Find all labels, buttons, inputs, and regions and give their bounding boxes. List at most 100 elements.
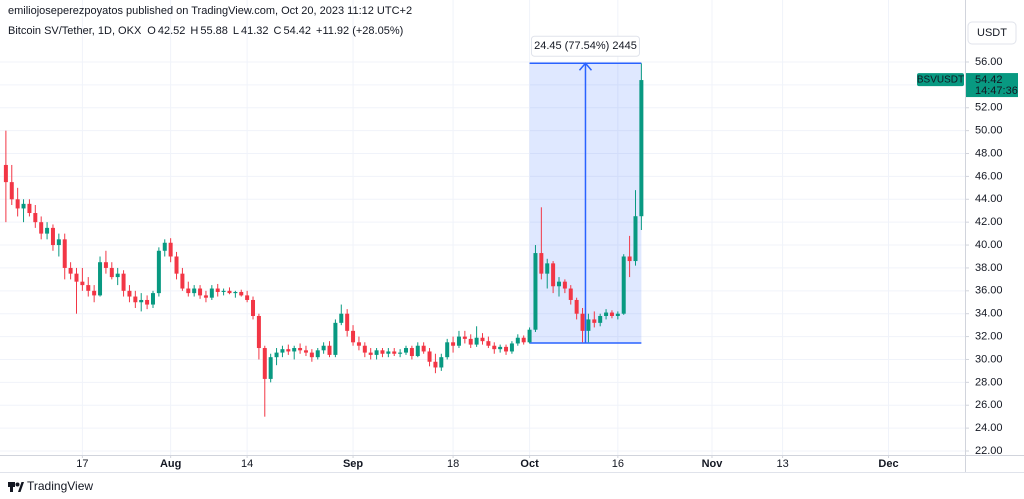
currency-box[interactable] xyxy=(967,21,1017,45)
candle-body xyxy=(168,242,173,257)
candle-body xyxy=(598,315,603,323)
publisher-line: emiliojoseperezpoyatos published on Trad… xyxy=(8,5,412,17)
candle xyxy=(462,330,467,344)
candle xyxy=(298,343,303,354)
candle xyxy=(227,287,232,295)
y-tick-label: 36.00 xyxy=(975,285,1003,297)
y-tick-label: 32.00 xyxy=(975,330,1003,342)
candle xyxy=(515,334,520,346)
x-tick-label: 16 xyxy=(612,458,624,470)
candle-body xyxy=(186,288,191,294)
candle-body xyxy=(480,337,485,342)
candle xyxy=(150,290,155,308)
candle-body xyxy=(27,203,32,214)
candle-body xyxy=(562,281,567,289)
candle xyxy=(504,344,509,355)
candle-body xyxy=(621,256,626,314)
candle-body xyxy=(374,350,379,355)
candle-body xyxy=(556,281,561,287)
candle-body xyxy=(456,336,461,346)
currency[interactable]: USDT xyxy=(977,27,1007,39)
legend-item: 54.42 xyxy=(283,25,311,37)
x-tick-label: Nov xyxy=(702,458,724,470)
candle xyxy=(539,207,544,280)
candle-body xyxy=(327,345,332,355)
candle-body xyxy=(356,342,361,346)
candle-body xyxy=(574,299,579,314)
candle-body xyxy=(521,337,526,343)
candle xyxy=(215,283,220,297)
candle xyxy=(251,296,256,320)
candle xyxy=(15,187,20,217)
x-tick-label: Sep xyxy=(343,458,363,470)
candle xyxy=(551,261,556,294)
candle-body xyxy=(509,343,514,352)
legend-item: +11.92 (+28.05%) xyxy=(316,25,403,37)
candle-body xyxy=(221,290,226,292)
candle xyxy=(50,224,55,251)
candle-body xyxy=(239,291,244,296)
candle-body xyxy=(245,295,250,300)
candle xyxy=(533,245,538,333)
candle-body xyxy=(80,281,85,286)
candle xyxy=(74,267,79,314)
candle-body xyxy=(351,330,356,343)
candle-body xyxy=(504,346,509,352)
candle xyxy=(474,326,479,347)
candle-body xyxy=(439,357,444,368)
candle xyxy=(521,335,526,345)
candle xyxy=(627,235,632,278)
candle xyxy=(68,262,73,280)
candle-body xyxy=(333,322,338,355)
candle-body xyxy=(139,299,144,303)
logo-part xyxy=(10,482,13,492)
candle xyxy=(480,333,485,345)
candle xyxy=(192,285,197,297)
candle xyxy=(139,293,144,312)
candle-body xyxy=(398,352,403,354)
candle-body xyxy=(409,348,414,357)
y-tick-label: 56.00 xyxy=(975,56,1003,68)
candle-body xyxy=(551,263,556,287)
candle xyxy=(321,342,326,354)
y-tick-label: 46.00 xyxy=(975,170,1003,182)
candle-body xyxy=(45,227,50,234)
candle-body xyxy=(3,164,8,183)
candle-body xyxy=(280,349,285,353)
candle-body xyxy=(545,263,550,274)
candle xyxy=(380,348,385,358)
candle-body xyxy=(627,256,632,262)
candle-body xyxy=(486,341,491,346)
candle xyxy=(374,348,379,360)
candle xyxy=(568,285,573,305)
candle-body xyxy=(262,348,267,379)
candle xyxy=(109,262,114,280)
candle-body xyxy=(103,262,108,268)
candle xyxy=(39,216,44,240)
candle xyxy=(439,353,444,371)
candle-body xyxy=(404,348,409,353)
candle xyxy=(351,325,356,346)
candle xyxy=(303,345,308,357)
countdown: 14:47:36 xyxy=(975,85,1018,97)
candles xyxy=(3,63,644,417)
candle xyxy=(339,304,344,326)
candle xyxy=(256,313,261,360)
candle-body xyxy=(62,239,67,268)
candle xyxy=(92,285,97,303)
candle-body xyxy=(274,352,279,358)
candle-body xyxy=(68,267,73,274)
candle xyxy=(492,342,497,354)
candle xyxy=(45,222,50,240)
candle xyxy=(498,344,503,353)
candle-body xyxy=(315,350,320,358)
candle xyxy=(468,334,473,349)
measure-label: 24.45 (77.54%) 2445 xyxy=(534,40,637,52)
candle xyxy=(409,345,414,360)
candle xyxy=(315,348,320,360)
candle xyxy=(209,285,214,300)
candle-body xyxy=(604,312,609,316)
candle xyxy=(262,345,267,417)
